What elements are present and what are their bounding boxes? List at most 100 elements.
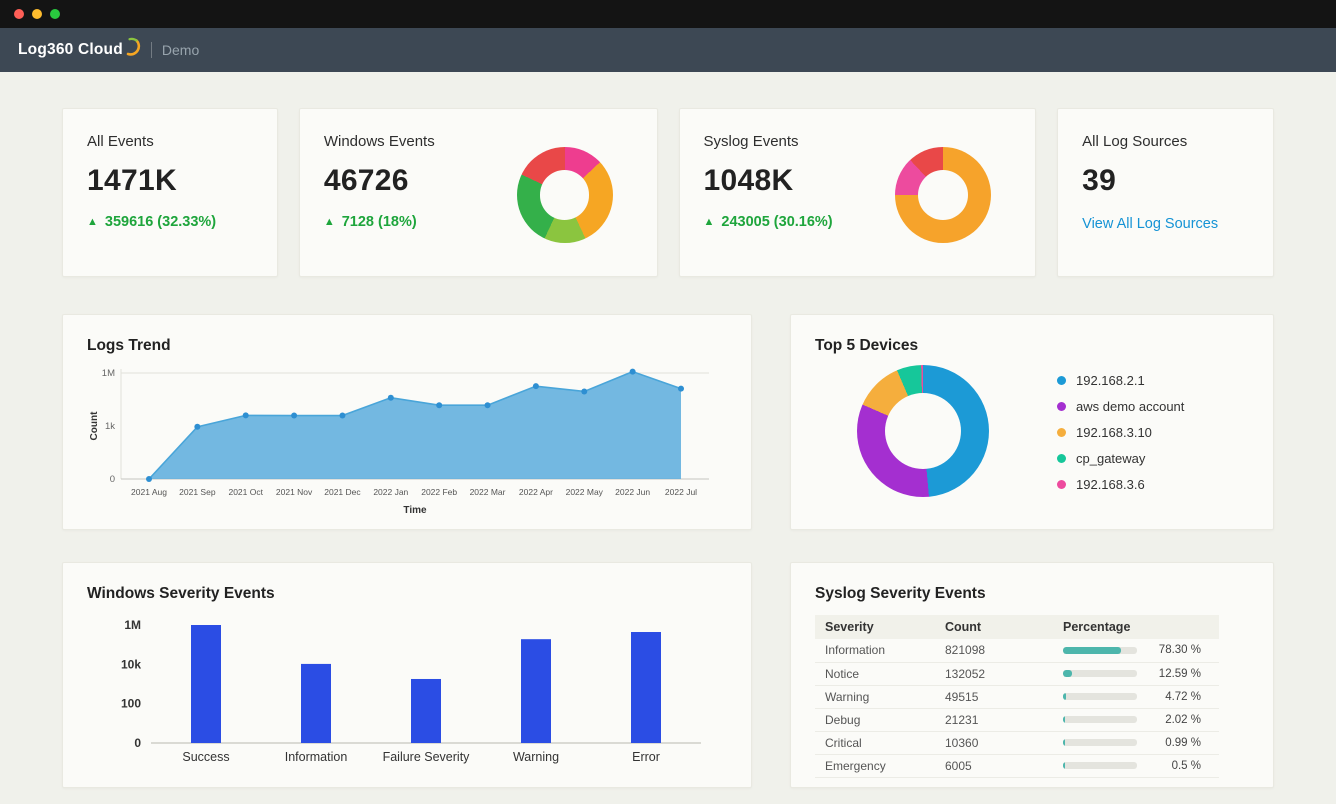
environment-label: Demo: [161, 42, 200, 58]
stat-card-value: 46726: [323, 164, 409, 197]
table-row[interactable]: Information 821098 78.30 %: [815, 639, 1219, 663]
stat-delta-text: 243005 (30.16%): [721, 214, 833, 230]
percentage-text: 78.30 %: [1158, 644, 1201, 657]
svg-text:Failure Severity: Failure Severity: [383, 750, 471, 764]
column-header: Severity: [815, 615, 935, 639]
percentage-bar: [1063, 716, 1137, 723]
svg-text:0: 0: [110, 474, 115, 485]
legend-label: 192.168.3.10: [1076, 424, 1152, 440]
svg-text:2021 Dec: 2021 Dec: [324, 487, 361, 497]
severity-cell: Emergency: [815, 754, 935, 778]
svg-text:2021 Oct: 2021 Oct: [228, 487, 263, 497]
svg-text:Information: Information: [285, 750, 348, 764]
windows-events-donut-chart[interactable]: [516, 147, 613, 243]
svg-text:Time: Time: [403, 505, 427, 516]
legend-item[interactable]: aws demo account: [1057, 393, 1184, 419]
stat-card-delta: ▲ 359616 (32.33%): [87, 214, 253, 230]
legend-label: cp_gateway: [1076, 450, 1146, 466]
svg-text:10k: 10k: [121, 657, 141, 671]
svg-text:2021 Nov: 2021 Nov: [276, 487, 313, 497]
panel-title: Windows Severity Events: [87, 585, 275, 602]
stat-delta-text: 359616 (32.33%): [104, 214, 217, 230]
windows-severity-chart[interactable]: 0 100 10k 1M Success Information Failure Sever…: [87, 605, 727, 777]
stat-card-value: 39: [1082, 164, 1117, 197]
svg-text:100: 100: [121, 697, 141, 711]
count-cell: 6005: [935, 754, 1053, 778]
legend-item[interactable]: cp_gateway: [1057, 445, 1184, 471]
svg-text:2022 Jan: 2022 Jan: [373, 487, 408, 497]
syslog-events-donut-chart[interactable]: [895, 147, 992, 243]
trend-up-icon: ▲: [703, 215, 715, 228]
svg-text:2022 Jun: 2022 Jun: [615, 487, 650, 497]
zoom-traffic-light[interactable]: [50, 9, 60, 19]
table-row[interactable]: Notice 132052 12.59 %: [815, 662, 1219, 686]
top-devices-panel: Top 5 Devices 192.168.2.1 aws demo accoun…: [790, 314, 1274, 530]
stat-card-delta: ▲ 243005 (30.16%): [704, 214, 1012, 230]
svg-text:2022 Feb: 2022 Feb: [421, 487, 457, 497]
table-row[interactable]: Emergency 6005 0.5 %: [815, 754, 1219, 778]
app-header: Log360 Cloud Demo: [0, 28, 1336, 72]
stat-card-value: 1471K: [87, 164, 177, 197]
charts-row: Logs Trend 0 1k 1M 2021 Aug 2021 Sep 2021 Oct…: [62, 314, 1274, 530]
severity-cell: Notice: [815, 662, 935, 686]
percentage-bar: [1063, 646, 1137, 654]
close-traffic-light[interactable]: [14, 9, 24, 19]
donut-hole: [918, 170, 969, 220]
percentage-text: 0.5 %: [1171, 759, 1201, 772]
svg-text:Success: Success: [182, 750, 229, 764]
legend-item[interactable]: 192.168.3.6: [1057, 471, 1184, 497]
stat-card-title: All Log Sources: [1082, 133, 1188, 150]
table-row[interactable]: Warning 49515 4.72 %: [815, 685, 1219, 709]
stat-card-title: Syslog Events: [703, 133, 799, 150]
logs-trend-chart[interactable]: 0 1k 1M 2021 Aug 2021 Sep 2021 Oct 2021 Nov 202…: [87, 357, 727, 525]
percentage-text: 0.99 %: [1165, 736, 1201, 749]
window-titlebar: [0, 0, 1336, 28]
stat-card-syslog-events: Syslog Events 1048K ▲ 243005 (30.16%): [678, 108, 1037, 277]
count-cell: 49515: [935, 685, 1053, 709]
severity-cell: Warning: [815, 685, 935, 709]
legend-label: aws demo account: [1076, 398, 1185, 414]
percentage-bar: [1063, 670, 1137, 677]
percentage-bar: [1063, 739, 1137, 746]
severity-cell: Debug: [815, 708, 935, 732]
count-cell: 21231: [935, 708, 1053, 732]
legend-dot: [1057, 427, 1066, 437]
legend-item[interactable]: 192.168.3.10: [1057, 419, 1184, 445]
donut-hole: [539, 170, 590, 220]
percentage-bar: [1063, 693, 1137, 700]
top-devices-donut-chart[interactable]: [857, 365, 989, 497]
count-cell: 10360: [935, 731, 1053, 755]
severity-row: Windows Severity Events 0 100 10k 1M Success…: [62, 562, 1274, 788]
dashboard: All Events 1471K ▲ 359616 (32.33%) Windo…: [0, 72, 1336, 788]
percentage-text: 12.59 %: [1158, 667, 1201, 680]
logs-trend-panel: Logs Trend 0 1k 1M 2021 Aug 2021 Sep 2021 Oct…: [62, 314, 752, 530]
panel-title: Syslog Severity Events: [815, 585, 986, 602]
legend-item[interactable]: 192.168.2.1: [1057, 367, 1184, 393]
legend-dot: [1057, 375, 1066, 385]
brand-swoosh-icon: [126, 37, 141, 56]
severity-cell: Critical: [815, 731, 935, 755]
donut-hole: [884, 392, 962, 470]
brand-logo[interactable]: Log360 Cloud: [18, 41, 123, 58]
svg-text:1M: 1M: [102, 368, 115, 379]
minimize-traffic-light[interactable]: [32, 9, 42, 19]
count-cell: 132052: [935, 662, 1053, 686]
panel-title: Logs Trend: [87, 337, 171, 354]
stat-cards-row: All Events 1471K ▲ 359616 (32.33%) Windo…: [62, 108, 1274, 277]
stat-card-all-log-sources: All Log Sources 39 View All Log Sources: [1057, 108, 1274, 277]
svg-text:2022 Apr: 2022 Apr: [519, 487, 553, 497]
svg-text:Count: Count: [89, 411, 100, 441]
table-row[interactable]: Critical 10360 0.99 %: [815, 731, 1219, 755]
count-cell: 821098: [935, 639, 1053, 663]
percentage-cell: 12.59 %: [1053, 662, 1219, 686]
stat-card-value: 1048K: [703, 164, 794, 197]
table-row[interactable]: Debug 21231 2.02 %: [815, 708, 1219, 732]
svg-text:2022 May: 2022 May: [566, 487, 604, 497]
column-header: Count: [935, 615, 1053, 639]
percentage-bar: [1063, 762, 1137, 769]
percentage-cell: 2.02 %: [1053, 708, 1219, 732]
column-header: Percentage: [1053, 615, 1219, 639]
svg-text:2021 Sep: 2021 Sep: [179, 487, 216, 497]
view-all-log-sources-link[interactable]: View All Log Sources: [1082, 216, 1219, 232]
severity-table: Severity Count Percentage Information 821098…: [815, 615, 1219, 778]
